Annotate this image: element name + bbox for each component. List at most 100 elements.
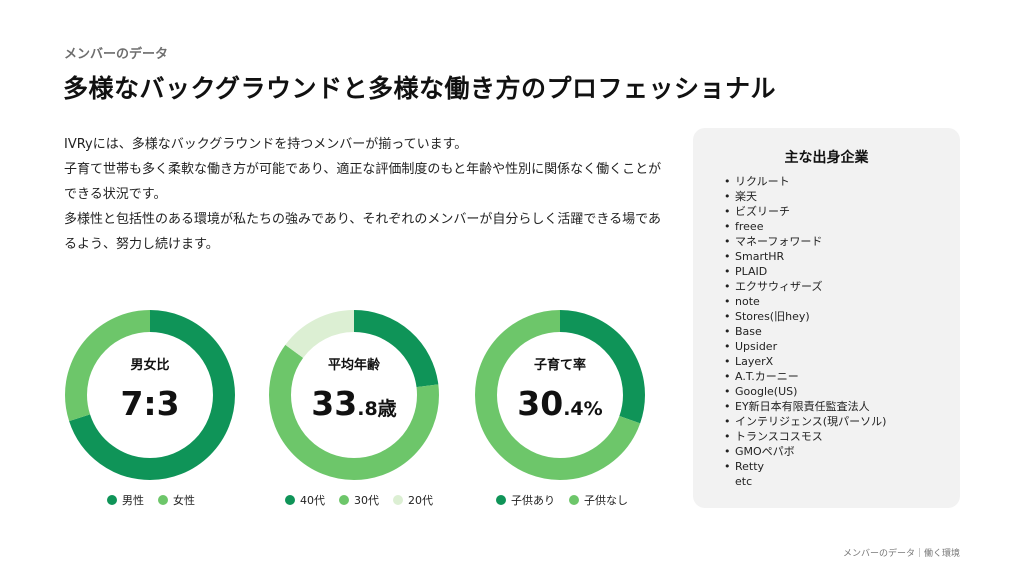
company-item: • SmartHR <box>724 249 886 264</box>
bullet-icon: • <box>724 325 731 338</box>
legend-item: 30代 <box>339 492 379 508</box>
bullet-icon: • <box>724 370 731 383</box>
company-name: SmartHR <box>735 250 785 263</box>
company-item: • Retty <box>724 459 886 474</box>
chart-title: 男女比 <box>130 358 170 373</box>
company-item: • A.T.カーニー <box>724 369 886 384</box>
bullet-icon: • <box>724 220 731 233</box>
chart-value-main: 30 <box>517 384 564 423</box>
chart-value: 30.4% <box>475 384 645 423</box>
company-name: GMOペパボ <box>735 445 795 458</box>
average-age-donut <box>269 310 439 480</box>
chart-value: 7:3 <box>65 384 235 423</box>
bullet-icon: • <box>724 415 731 428</box>
company-item: • エクサウィザーズ <box>724 279 886 294</box>
bullet-icon: • <box>724 175 731 188</box>
bullet-icon: • <box>724 250 731 263</box>
parenting-rate-legend: 子供あり 子供なし <box>496 492 642 508</box>
donut-slice-3 <box>269 310 439 480</box>
company-name: エクサウィザーズ <box>735 280 823 293</box>
company-name: LayerX <box>735 355 774 368</box>
company-item: • Stores(旧hey) <box>724 309 886 324</box>
company-name: A.T.カーニー <box>735 370 799 383</box>
company-name: 楽天 <box>735 190 757 203</box>
chart-value-small: .4% <box>563 398 603 420</box>
company-name: Google(US) <box>735 385 798 398</box>
company-item: • PLAID <box>724 264 886 279</box>
bullet-icon: • <box>724 310 731 323</box>
legend-item: 20代 <box>393 492 433 508</box>
intro-text: IVRyには、多様なバックグラウンドを持つメンバーが揃っています。 子育て世帯も… <box>64 132 664 257</box>
bullet-icon: • <box>724 400 731 413</box>
company-name: freee <box>735 220 764 233</box>
legend-item: 女性 <box>158 492 195 508</box>
donut-slice-2 <box>65 310 235 480</box>
legend-item: 子供あり <box>496 492 555 508</box>
average-age-legend: 40代 30代 20代 <box>285 492 447 508</box>
company-item: • リクルート <box>724 174 886 189</box>
company-item: • LayerX <box>724 354 886 369</box>
company-name: Base <box>735 325 762 338</box>
company-item: • Google(US) <box>724 384 886 399</box>
parenting-rate-donut <box>475 310 645 480</box>
legend-swatch-icon <box>496 495 506 505</box>
company-item: • ビズリーチ <box>724 204 886 219</box>
intro-paragraph: IVRyには、多様なバックグラウンドを持つメンバーが揃っています。 <box>64 137 468 152</box>
company-list: • リクルート • 楽天 • ビズリーチ • freee • マネーフォワード • SmartHR • P… <box>724 174 886 489</box>
section-kicker: メンバーのデータ <box>64 47 169 62</box>
chart-value-main: 33 <box>311 384 358 423</box>
legend-swatch-icon <box>569 495 579 505</box>
company-item: • note <box>724 294 886 309</box>
gender-ratio-donut <box>65 310 235 480</box>
company-name: note <box>735 295 760 308</box>
legend-item: 子供なし <box>569 492 628 508</box>
bullet-icon: • <box>724 355 731 368</box>
bullet-icon: • <box>724 340 731 353</box>
bullet-icon: • <box>724 460 731 473</box>
legend-label: 30代 <box>354 494 379 507</box>
bullet-icon: • <box>724 280 731 293</box>
bullet-icon: • <box>724 445 731 458</box>
companies-panel: 主な出身企業 • リクルート • 楽天 • ビズリーチ • freee • マネーフォワード • Sm… <box>693 128 960 508</box>
company-name: PLAID <box>735 265 768 278</box>
company-name: トランスコスモス <box>735 430 823 443</box>
legend-label: 男性 <box>122 494 144 507</box>
legend-swatch-icon <box>393 495 403 505</box>
company-item: • インテリジェンス(現パーソル) <box>724 414 886 429</box>
panel-title: 主な出身企業 <box>784 150 869 166</box>
chart-value: 33.8歳 <box>269 384 439 423</box>
gender-ratio-chart: 男女比 7:3 <box>65 310 235 480</box>
intro-paragraph: 多様性と包括性のある環境が私たちの強みであり、それぞれのメンバーが自分らしく活躍… <box>64 212 661 252</box>
legend-label: 子供なし <box>584 494 628 507</box>
company-name: マネーフォワード <box>735 235 823 248</box>
company-name: Retty <box>735 460 765 473</box>
legend-swatch-icon <box>339 495 349 505</box>
legend-label: 子供あり <box>511 494 555 507</box>
company-item: • EY新日本有限責任監査法人 <box>724 399 886 414</box>
donut-slice-2 <box>269 310 439 480</box>
company-item: • Upsider <box>724 339 886 354</box>
bullet-icon: • <box>724 265 731 278</box>
donut-slice-2 <box>475 310 645 480</box>
legend-item: 40代 <box>285 492 325 508</box>
company-item: • マネーフォワード <box>724 234 886 249</box>
company-name: EY新日本有限責任監査法人 <box>735 400 870 413</box>
bullet-icon: • <box>724 190 731 203</box>
legend-label: 40代 <box>300 494 325 507</box>
company-name: Upsider <box>735 340 778 353</box>
bullet-icon: • <box>724 430 731 443</box>
company-item: • 楽天 <box>724 189 886 204</box>
footer-breadcrumb: メンバーのデータ｜働く環境 <box>842 549 960 559</box>
parenting-rate-chart: 子育て率 30.4% <box>475 310 645 480</box>
company-item: • GMOペパボ <box>724 444 886 459</box>
chart-title: 子育て率 <box>533 358 586 373</box>
company-name: リクルート <box>735 175 790 188</box>
chart-title: 平均年齢 <box>327 358 380 373</box>
chart-value-main: 7:3 <box>120 384 180 423</box>
legend-swatch-icon <box>285 495 295 505</box>
legend-swatch-icon <box>107 495 117 505</box>
average-age-chart: 平均年齢 33.8歳 <box>269 310 439 480</box>
chart-value-small: .8歳 <box>357 398 397 420</box>
bullet-icon: • <box>724 205 731 218</box>
bullet-icon: • <box>724 235 731 248</box>
